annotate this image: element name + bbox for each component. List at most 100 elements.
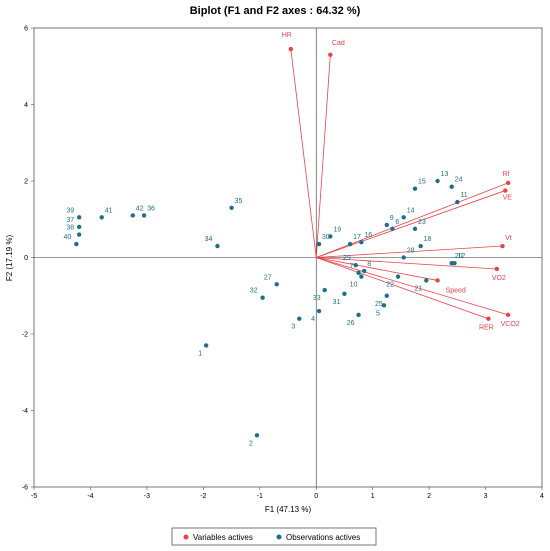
observation-point-42 xyxy=(130,213,135,218)
observation-label-8: 8 xyxy=(367,261,371,268)
observation-label-25: 25 xyxy=(375,301,383,308)
x-tick-label: -5 xyxy=(31,493,37,500)
variable-arrow-vco2 xyxy=(316,257,509,316)
x-tick-label: -1 xyxy=(257,493,263,500)
observation-point-21 xyxy=(424,278,429,283)
x-tick-label: -4 xyxy=(87,493,93,500)
variable-label-speed: Speed xyxy=(446,287,466,294)
observation-point-6 xyxy=(390,226,395,232)
x-tick-label: 1 xyxy=(371,493,375,500)
observation-point-35 xyxy=(229,205,234,210)
variable-point-rf xyxy=(505,180,511,186)
observation-point-39 xyxy=(76,215,82,220)
observation-point-40 xyxy=(74,241,79,247)
observation-label-32: 32 xyxy=(250,288,258,295)
x-tick-label: 0 xyxy=(314,493,318,500)
observation-label-29: 29 xyxy=(343,255,351,262)
observation-label-21: 21 xyxy=(414,285,422,292)
observation-label-7: 7 xyxy=(350,263,354,270)
observation-point-26 xyxy=(356,312,361,318)
observation-point-11 xyxy=(455,199,460,205)
x-tick-label: 3 xyxy=(484,493,488,500)
observation-label-6: 6 xyxy=(395,219,399,226)
observation-label-24: 24 xyxy=(455,177,463,184)
legend-box xyxy=(171,527,377,546)
observation-label-30: 30 xyxy=(322,234,330,241)
y-axis-label: F2 (17.19 %) xyxy=(5,235,14,282)
observation-point-1 xyxy=(203,343,209,348)
observation-label-23: 23 xyxy=(418,219,426,226)
observation-label-38: 38 xyxy=(66,225,74,232)
observation-point-22 xyxy=(395,274,401,279)
observation-point-4 xyxy=(316,308,322,314)
variable-arrow-vt xyxy=(316,245,503,258)
observation-label-5: 5 xyxy=(376,310,380,317)
observation-label-16: 16 xyxy=(364,232,372,239)
observation-point-24 xyxy=(449,184,454,189)
observation-label-15: 15 xyxy=(418,179,426,186)
variable-point-vo2 xyxy=(494,266,500,272)
observation-label-19: 19 xyxy=(333,226,341,233)
variable-point-vt xyxy=(500,243,505,249)
observation-point-2 xyxy=(254,433,260,438)
variable-arrow-cad xyxy=(315,54,331,258)
variable-arrows: HR Cad Rf VE Vt VO2 Speed VCO2 RER xyxy=(282,32,520,332)
observation-label-27: 27 xyxy=(264,274,272,281)
observation-label-42: 42 xyxy=(136,205,144,212)
variable-point-speed xyxy=(435,278,440,283)
observation-point-19 xyxy=(328,234,333,239)
observation-label-14: 14 xyxy=(407,207,415,214)
variable-arrow-rf xyxy=(316,182,509,258)
observation-point-17 xyxy=(347,241,353,247)
observation-point-30 xyxy=(316,241,322,247)
y-tick-label: 2 xyxy=(24,179,28,186)
observation-label-11: 11 xyxy=(460,192,467,199)
variable-point-hr xyxy=(288,46,294,52)
observation-point-20 xyxy=(449,261,454,266)
variable-label-vo2: VO2 xyxy=(492,275,506,282)
observation-point-5 xyxy=(381,303,387,308)
variable-label-vco2: VCO2 xyxy=(501,321,520,328)
observation-label-37: 37 xyxy=(66,217,74,224)
legend-marker-variables xyxy=(183,534,189,540)
observation-point-23 xyxy=(412,226,418,232)
legend-label-variables: Variables actives xyxy=(193,533,253,542)
legend-marker-observations xyxy=(276,534,282,540)
variable-label-ve: VE xyxy=(503,195,513,202)
variable-label-cad: Cad xyxy=(332,40,345,47)
observation-point-13 xyxy=(435,178,440,184)
observation-label-1: 1 xyxy=(198,350,202,357)
x-tick-label: 2 xyxy=(427,493,431,500)
variable-label-rer: RER xyxy=(479,325,494,332)
observation-label-28: 28 xyxy=(407,248,415,255)
observation-point-32 xyxy=(260,295,265,300)
observation-label-34: 34 xyxy=(205,236,213,243)
observation-point-15 xyxy=(412,186,418,191)
variable-label-vt: Vt xyxy=(505,235,512,242)
observation-point-33 xyxy=(322,287,327,293)
observation-point-28 xyxy=(401,255,406,260)
observation-point-7 xyxy=(356,270,361,275)
observation-label-26: 26 xyxy=(347,320,355,327)
x-tick-label: -3 xyxy=(144,493,150,500)
observation-label-33: 33 xyxy=(313,295,321,302)
observation-point-29 xyxy=(353,262,358,268)
observation-point-14 xyxy=(401,215,406,220)
observation-point-38 xyxy=(76,232,82,237)
y-tick-label: 4 xyxy=(24,102,28,109)
observation-point-25 xyxy=(384,293,389,298)
observation-label-35: 35 xyxy=(235,198,243,205)
observation-point-18 xyxy=(418,243,423,249)
variable-arrow-ve xyxy=(316,190,506,258)
observation-label-40: 40 xyxy=(64,234,72,241)
observation-label-22: 22 xyxy=(386,282,394,289)
variable-arrow-vo2 xyxy=(316,257,497,270)
y-tick-label: -6 xyxy=(22,485,28,492)
observation-label-13: 13 xyxy=(441,171,449,178)
observation-label-39: 39 xyxy=(66,207,74,214)
observation-label-31: 31 xyxy=(333,299,341,306)
observation-label-3: 3 xyxy=(291,324,295,331)
x-axis-label: F1 (47.13 %) xyxy=(265,505,312,514)
